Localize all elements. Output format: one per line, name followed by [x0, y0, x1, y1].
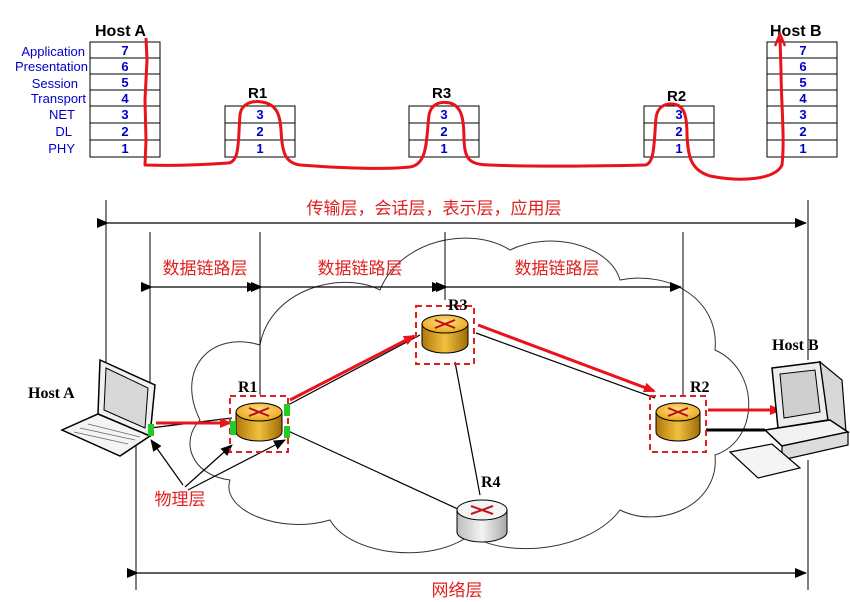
r1-layer-1: 1 — [256, 141, 263, 156]
transport-layers-label: 传输层，会话层，表示层，应用层 — [307, 199, 562, 219]
host-b-layer-7: 7 — [799, 43, 806, 58]
r3-layer-3: 3 — [440, 107, 447, 122]
host-b-layer-1: 1 — [799, 141, 806, 156]
host-a-layer-7: 7 — [121, 43, 128, 58]
stack-host-a-title: Host A — [95, 23, 146, 40]
host-a-layer-3: 3 — [121, 107, 128, 122]
r2-layer-2: 2 — [675, 124, 682, 139]
host-b-layer-2: 2 — [799, 124, 806, 139]
host-a-layer-5: 5 — [121, 75, 128, 90]
layer-name-presentation: Presentation — [15, 59, 88, 74]
datalink-label-3: 数据链路层 — [515, 259, 600, 279]
physical-pointers — [150, 439, 286, 491]
host-a-layer-1: 1 — [121, 141, 128, 156]
stack-host-b-title: Host B — [770, 23, 822, 40]
r2-layer-1: 1 — [675, 141, 682, 156]
host-b-layer-5: 5 — [799, 75, 806, 90]
physical-layer-label: 物理层 — [155, 490, 206, 510]
router-r4-label: R4 — [481, 474, 501, 491]
traffic-path — [156, 323, 782, 428]
layer-name-phy: PHY — [48, 141, 75, 156]
stack-r2-title: R2 — [667, 88, 686, 105]
layer-name-application: Application — [21, 44, 85, 59]
datalink-label-2: 数据链路层 — [318, 259, 403, 279]
r3-layer-1: 1 — [440, 141, 447, 156]
host-a-layer-2: 2 — [121, 124, 128, 139]
host-b-layer-4: 4 — [799, 91, 807, 106]
layer-name-session: Session — [32, 76, 78, 91]
stack-data-path — [143, 37, 785, 181]
host-a-layer-6: 6 — [121, 59, 128, 74]
host-b-layer-6: 6 — [799, 59, 806, 74]
r3-layer-2: 2 — [440, 124, 447, 139]
host-b-label: Host B — [772, 337, 819, 354]
r1-layer-3: 3 — [256, 107, 263, 122]
host-a-port — [148, 424, 154, 436]
stack-diagram: Host A Host B Application Presentation S… — [15, 23, 838, 181]
guide-lines — [105, 200, 809, 590]
router-r3-label: R3 — [448, 297, 468, 314]
datalink-label-1: 数据链路层 — [163, 259, 248, 279]
router-r3-icon — [415, 305, 475, 365]
stack-r3-title: R3 — [432, 85, 451, 102]
layer-name-transport: Transport — [31, 91, 87, 106]
host-a-laptop-icon — [60, 358, 156, 457]
router-r4-icon — [456, 499, 508, 543]
layer-name-dl: DL — [55, 124, 72, 139]
host-b-layer-3: 3 — [799, 107, 806, 122]
layer-name-net: NET — [49, 107, 75, 122]
host-a-label: Host A — [28, 385, 75, 402]
r1-layer-2: 2 — [256, 124, 263, 139]
router-r1-icon — [229, 395, 290, 453]
layer-names: Application Presentation Session Transpo… — [15, 44, 88, 156]
router-r1-label: R1 — [238, 379, 258, 396]
stack-r1-title: R1 — [248, 85, 267, 102]
r2-stack — [643, 105, 715, 158]
network-diagram: 传输层，会话层，表示层，应用层 数据链路层 数据链路层 数据链路层 网络层 — [28, 199, 850, 601]
host-a-stack — [89, 41, 161, 158]
stack-path-arrowhead — [773, 30, 787, 47]
network-layer-label: 网络层 — [432, 581, 483, 601]
r2-layer-3: 3 — [675, 107, 682, 122]
host-a-layer-4: 4 — [121, 91, 129, 106]
router-r2-label: R2 — [690, 379, 710, 396]
host-b-computer-icon — [728, 360, 850, 479]
router-r2-icon — [649, 395, 707, 453]
